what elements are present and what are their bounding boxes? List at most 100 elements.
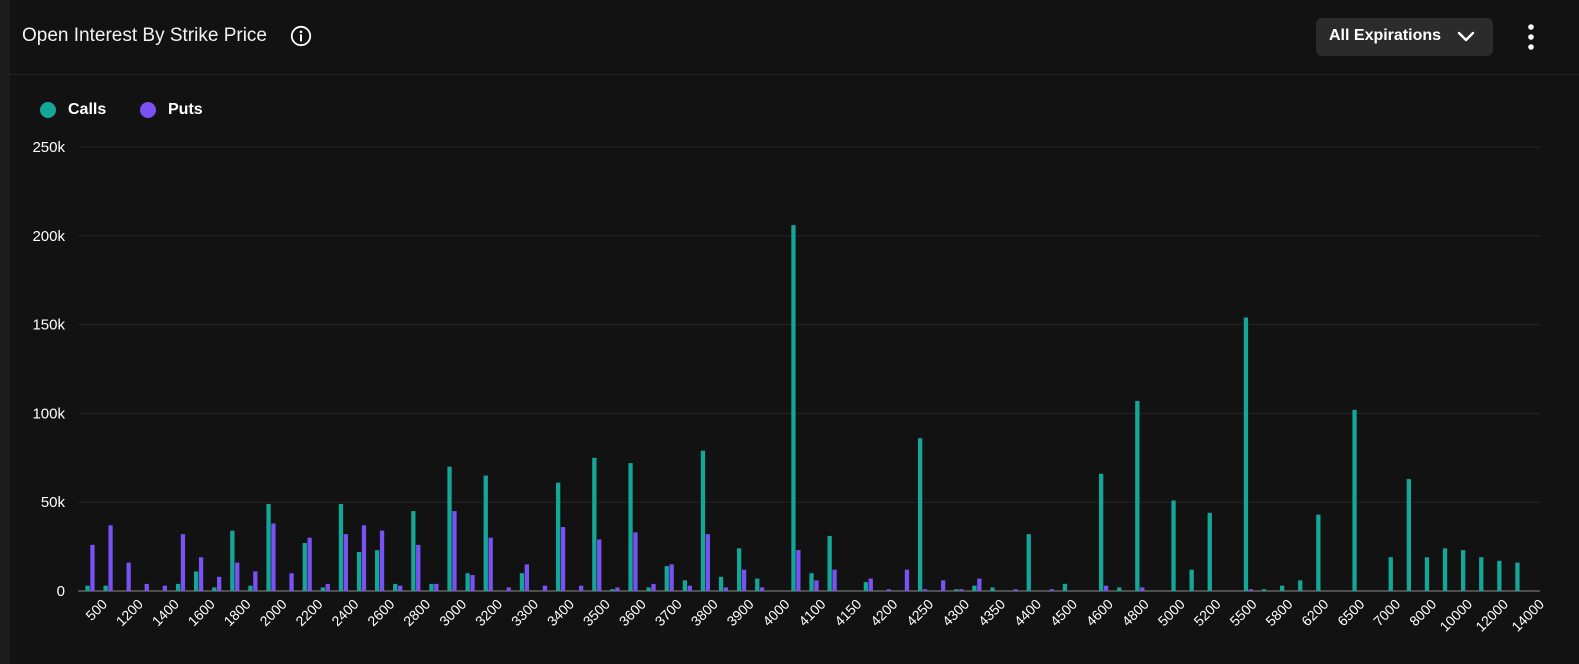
bar-puts[interactable] xyxy=(1140,587,1145,591)
bar-puts[interactable] xyxy=(470,575,475,591)
bar-calls[interactable] xyxy=(356,551,362,591)
bar-puts[interactable] xyxy=(434,583,439,591)
bar-puts[interactable] xyxy=(959,589,964,591)
bar-calls[interactable] xyxy=(990,587,995,591)
bar-puts[interactable] xyxy=(271,523,276,591)
bar-calls[interactable] xyxy=(682,580,687,591)
bar-calls[interactable] xyxy=(1424,557,1430,591)
bar-puts[interactable] xyxy=(289,573,294,591)
bar-calls[interactable] xyxy=(338,503,344,591)
bar-puts[interactable] xyxy=(579,585,584,591)
bar-calls[interactable] xyxy=(429,583,434,591)
info-icon[interactable] xyxy=(290,25,312,47)
bar-puts[interactable] xyxy=(90,544,95,591)
bar-calls[interactable] xyxy=(266,503,271,591)
bar-calls[interactable] xyxy=(918,438,923,591)
bar-calls[interactable] xyxy=(103,585,108,591)
bar-calls[interactable] xyxy=(1515,562,1520,591)
bar-calls[interactable] xyxy=(465,573,470,591)
bar-calls[interactable] xyxy=(1352,409,1357,591)
bar-puts[interactable] xyxy=(1248,589,1253,591)
bar-puts[interactable] xyxy=(307,537,312,591)
bar-calls[interactable] xyxy=(302,543,307,591)
bar-calls[interactable] xyxy=(483,475,488,591)
bar-puts[interactable] xyxy=(560,527,566,591)
bar-puts[interactable] xyxy=(796,550,801,591)
bar-calls[interactable] xyxy=(85,585,90,591)
bar-calls[interactable] xyxy=(248,585,253,591)
bar-puts[interactable] xyxy=(597,539,602,591)
bar-calls[interactable] xyxy=(1388,557,1393,591)
bar-puts[interactable] xyxy=(1013,589,1018,591)
bar-calls[interactable] xyxy=(175,583,181,591)
bar-puts[interactable] xyxy=(325,583,330,591)
bar-calls[interactable] xyxy=(230,530,235,591)
bar-puts[interactable] xyxy=(452,511,457,591)
expiration-dropdown[interactable]: All Expirations xyxy=(1316,18,1493,56)
bar-calls[interactable] xyxy=(556,482,561,591)
bar-puts[interactable] xyxy=(379,530,385,591)
bar-calls[interactable] xyxy=(1207,512,1212,591)
bar-calls[interactable] xyxy=(447,466,452,591)
bar-puts[interactable] xyxy=(651,583,656,591)
bar-puts[interactable] xyxy=(416,544,421,591)
bar-calls[interactable] xyxy=(700,450,706,591)
bar-calls[interactable] xyxy=(827,535,832,591)
bar-puts[interactable] xyxy=(1049,589,1054,591)
bar-puts[interactable] xyxy=(506,587,511,591)
bar-calls[interactable] xyxy=(646,587,651,591)
bar-calls[interactable] xyxy=(1406,479,1411,591)
bar-calls[interactable] xyxy=(1099,473,1104,591)
bar-calls[interactable] xyxy=(1117,587,1122,591)
bar-puts[interactable] xyxy=(814,580,819,591)
bar-puts[interactable] xyxy=(832,569,837,591)
bar-puts[interactable] xyxy=(524,564,529,591)
bar-calls[interactable] xyxy=(1497,560,1502,591)
bar-puts[interactable] xyxy=(886,589,891,591)
bar-puts[interactable] xyxy=(723,587,729,591)
bar-calls[interactable] xyxy=(1298,580,1303,591)
bar-puts[interactable] xyxy=(741,569,747,591)
bar-calls[interactable] xyxy=(1461,550,1466,591)
bar-puts[interactable] xyxy=(542,585,548,591)
bar-puts[interactable] xyxy=(633,532,638,591)
bar-puts[interactable] xyxy=(253,571,258,591)
bar-calls[interactable] xyxy=(1479,557,1484,591)
bar-calls[interactable] xyxy=(1442,548,1448,591)
bar-calls[interactable] xyxy=(972,585,977,591)
bar-calls[interactable] xyxy=(393,583,398,591)
bar-puts[interactable] xyxy=(108,525,113,591)
bar-calls[interactable] xyxy=(755,578,760,591)
bar-puts[interactable] xyxy=(162,585,167,591)
bar-puts[interactable] xyxy=(361,525,367,591)
bar-calls[interactable] xyxy=(194,571,199,591)
bar-calls[interactable] xyxy=(628,463,633,591)
bar-calls[interactable] xyxy=(1062,583,1068,591)
bar-puts[interactable] xyxy=(615,587,620,591)
bar-puts[interactable] xyxy=(941,580,946,591)
bar-puts[interactable] xyxy=(669,564,674,591)
bar-calls[interactable] xyxy=(1243,317,1249,591)
bar-calls[interactable] xyxy=(1280,585,1285,591)
bar-calls[interactable] xyxy=(1135,400,1140,591)
bar-puts[interactable] xyxy=(343,534,348,591)
bar-calls[interactable] xyxy=(1189,569,1194,591)
bar-calls[interactable] xyxy=(718,576,724,591)
bar-calls[interactable] xyxy=(212,587,217,591)
bar-puts[interactable] xyxy=(235,562,240,591)
bar-calls[interactable] xyxy=(1316,514,1321,591)
bar-calls[interactable] xyxy=(1171,500,1176,591)
bar-puts[interactable] xyxy=(977,578,982,591)
bar-calls[interactable] xyxy=(1026,534,1031,591)
bar-calls[interactable] xyxy=(592,457,597,591)
bar-calls[interactable] xyxy=(791,225,796,592)
bar-puts[interactable] xyxy=(868,578,873,591)
bar-calls[interactable] xyxy=(320,587,325,591)
bar-calls[interactable] xyxy=(1261,589,1267,591)
bar-puts[interactable] xyxy=(398,585,403,591)
bar-puts[interactable] xyxy=(488,537,493,591)
bar-calls[interactable] xyxy=(610,589,615,591)
bar-puts[interactable] xyxy=(1103,585,1109,591)
bar-puts[interactable] xyxy=(217,576,222,591)
bar-calls[interactable] xyxy=(737,548,742,591)
